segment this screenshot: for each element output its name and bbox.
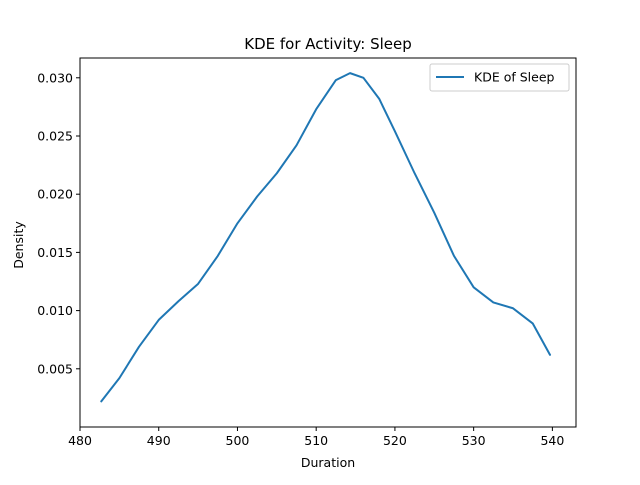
y-tick-label-3: 0.020 [37,187,73,202]
x-axis-label: Duration [301,455,355,470]
y-tick-label-2: 0.015 [37,245,73,260]
x-tick-label-520: 520 [383,433,407,448]
x-tick-label-480: 480 [68,433,92,448]
x-tick-label-500: 500 [226,433,250,448]
x-tick-label-530: 530 [462,433,486,448]
y-tick-label-1: 0.010 [37,303,73,318]
x-tick-label-510: 510 [304,433,328,448]
x-tick-label-540: 540 [540,433,564,448]
series-line-0 [100,72,552,403]
y-axis-label: Density [11,221,26,269]
y-tick-label-4: 0.025 [37,128,73,143]
plot-area: 480 490 500 510 520 530 540 0.005 0.010 0.015 0.02… [37,57,577,448]
y-tick-label-5: 0.030 [37,70,73,85]
y-tick-label-0: 0.005 [37,361,73,376]
chart-title: KDE for Activity: Sleep [244,35,412,53]
legend-box [429,63,570,92]
legend: KDE of Sleep [429,63,570,92]
axes-frame [79,57,577,428]
legend-label: KDE of Sleep [474,70,555,85]
x-tick-label-490: 490 [147,433,171,448]
